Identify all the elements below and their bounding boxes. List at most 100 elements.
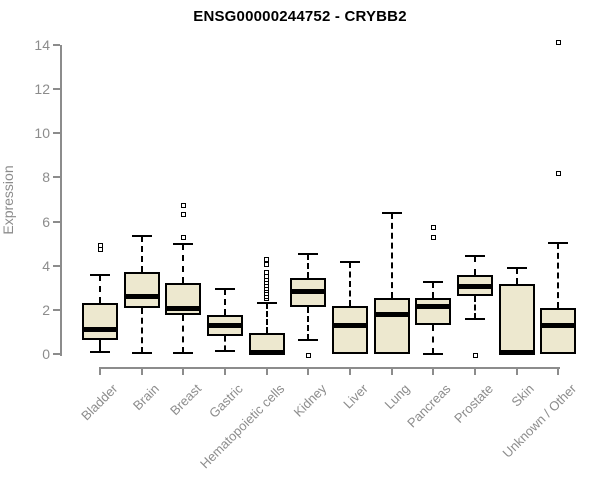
lower-whisker <box>307 306 310 341</box>
median-line <box>165 305 202 311</box>
y-axis-label: Expression <box>0 165 16 235</box>
y-axis-tick-label: 8 <box>42 169 50 186</box>
upper-whisker-cap <box>548 241 569 244</box>
chart-title: ENSG00000244752 - CRYBB2 <box>193 8 407 25</box>
y-axis-tick-label: 14 <box>34 37 50 54</box>
x-axis-category-label: Gastric <box>205 381 246 421</box>
lower-whisker <box>99 339 101 352</box>
lower-whisker-cap <box>423 352 444 355</box>
outlier-point <box>555 40 561 46</box>
outlier-point <box>430 234 436 240</box>
outlier-point <box>180 202 186 208</box>
median-line <box>123 294 160 300</box>
upper-whisker-cap <box>506 267 527 270</box>
lower-whisker-cap <box>173 351 194 354</box>
y-axis-tick <box>53 88 60 91</box>
upper-whisker <box>432 281 435 299</box>
upper-whisker-cap <box>173 242 194 245</box>
x-axis-tick <box>265 367 268 375</box>
median-line <box>207 322 243 328</box>
x-axis-category-label: Liver <box>340 381 371 412</box>
upper-whisker <box>140 235 143 272</box>
lower-whisker <box>224 336 226 351</box>
x-axis-tick <box>432 367 435 375</box>
x-axis-category-label: Bladder <box>78 381 121 424</box>
y-axis-tick-label: 0 <box>42 346 50 362</box>
x-axis-category-label: Prostate <box>450 381 496 426</box>
median-line <box>540 322 577 328</box>
upper-whisker <box>557 242 560 308</box>
upper-whisker-cap <box>340 261 361 264</box>
y-axis-tick <box>53 264 60 267</box>
y-axis-tick <box>53 220 60 223</box>
lower-whisker <box>140 308 143 353</box>
x-axis-tick <box>99 367 101 375</box>
outlier-point <box>264 257 270 263</box>
box <box>498 284 535 354</box>
upper-whisker <box>390 212 393 298</box>
lower-whisker-cap <box>465 318 486 321</box>
x-axis-tick <box>349 367 352 375</box>
upper-whisker-cap <box>298 253 319 256</box>
median-line <box>498 349 535 355</box>
upper-whisker <box>515 268 518 285</box>
y-axis-tick <box>53 44 60 47</box>
x-axis-line <box>100 367 561 369</box>
upper-whisker-cap <box>215 287 235 290</box>
upper-whisker-cap <box>90 273 110 276</box>
x-axis-tick <box>140 367 143 375</box>
median-line <box>415 304 452 310</box>
outlier-point <box>180 234 186 240</box>
upper-whisker-cap <box>423 280 444 283</box>
median-line <box>290 288 327 294</box>
x-axis-tick <box>182 367 185 375</box>
box <box>123 271 160 309</box>
y-axis-tick-label: 4 <box>42 257 50 274</box>
lower-whisker-cap <box>298 339 319 342</box>
lower-whisker-cap <box>215 349 235 352</box>
outlier-point <box>430 224 436 230</box>
outlier-point <box>264 269 270 275</box>
y-axis-tick <box>53 353 60 355</box>
x-axis-tick <box>307 367 310 375</box>
y-axis-tick-label: 2 <box>42 301 50 318</box>
median-line <box>82 327 118 333</box>
outlier-point <box>264 262 270 268</box>
upper-whisker-cap <box>256 302 277 305</box>
x-axis-tick <box>390 367 393 375</box>
median-line <box>373 311 410 317</box>
upper-whisker <box>99 274 101 304</box>
median-line <box>332 323 369 329</box>
upper-whisker <box>182 243 185 284</box>
x-axis-tick <box>557 367 560 375</box>
x-axis-category-label: Lung <box>381 381 413 413</box>
y-axis-tick-label: 10 <box>34 125 50 142</box>
y-axis-line <box>60 45 62 356</box>
upper-whisker-cap <box>131 234 152 237</box>
y-axis-tick-label: 12 <box>34 81 50 98</box>
median-line <box>457 284 494 290</box>
x-axis-category-label: Unknown / Other <box>499 381 579 461</box>
lower-whisker-cap <box>131 351 152 354</box>
median-line <box>248 349 285 355</box>
outlier-point <box>180 212 186 218</box>
outlier-point <box>97 243 103 249</box>
x-axis-category-label: Breast <box>166 381 204 419</box>
x-axis-tick <box>515 367 518 375</box>
y-axis-tick <box>53 132 60 135</box>
x-axis-category-label: Skin <box>508 381 538 410</box>
outlier-point <box>555 170 561 176</box>
upper-whisker <box>307 254 310 278</box>
upper-whisker <box>265 303 268 334</box>
y-axis-tick <box>53 308 60 311</box>
lower-whisker <box>182 314 185 353</box>
box <box>415 298 452 326</box>
outlier-point <box>472 352 478 358</box>
upper-whisker <box>474 256 477 275</box>
upper-whisker <box>349 262 352 307</box>
upper-whisker-cap <box>465 255 486 257</box>
x-axis-tick <box>224 367 226 375</box>
upper-whisker <box>224 288 226 316</box>
box <box>82 303 118 340</box>
